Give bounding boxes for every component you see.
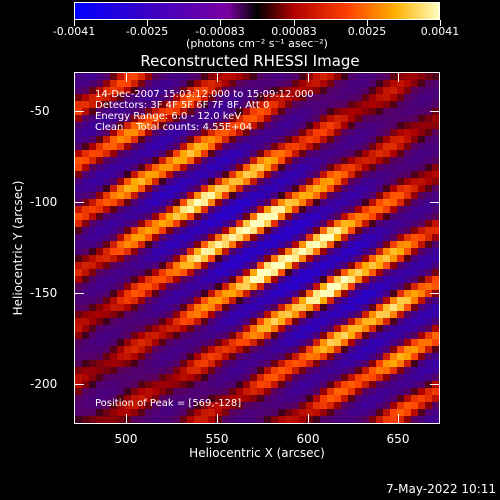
tick-mark	[430, 384, 439, 385]
timestamp: 7-May-2022 10:11	[386, 482, 496, 496]
colorbar-tick	[147, 20, 148, 26]
colorbar-units-label: (photons cm⁻² s⁻¹ asec⁻²)	[186, 37, 328, 50]
y-axis-label: Heliocentric Y (arcsec)	[11, 180, 25, 316]
rhessi-image	[75, 73, 439, 423]
tick-mark	[430, 293, 439, 294]
info-line-detectors: Detectors: 3F 4F 5F 6F 7F 8F, Att 0	[95, 100, 270, 111]
x-tick-label: 500	[114, 432, 138, 446]
tick-mark	[126, 73, 127, 82]
tick-mark	[217, 73, 218, 82]
info-line-clean: Clean Total counts: 4.55E+04	[95, 122, 253, 133]
tick-mark	[398, 414, 399, 423]
y-tick-label: -50	[30, 104, 50, 118]
tick-mark	[75, 384, 84, 385]
tick-mark	[430, 111, 439, 112]
y-tick-label: -100	[30, 195, 58, 209]
colorbar-tick-label: -0.00083	[195, 25, 245, 38]
x-tick-label: 550	[205, 432, 229, 446]
image-plot: 14-Dec-2007 15:03:12.000 to 15:09:12.000…	[74, 72, 440, 424]
colorbar-tick-label: 0.0041	[420, 25, 460, 38]
colorbar-tick	[367, 20, 368, 26]
x-tick-label: 600	[296, 432, 320, 446]
tick-mark	[308, 73, 309, 82]
colorbar-tick	[74, 20, 75, 26]
colorbar-tick	[440, 20, 441, 26]
y-tick-label: -150	[30, 286, 58, 300]
info-line-time: 14-Dec-2007 15:03:12.000 to 15:09:12.000	[95, 89, 314, 100]
plot-title: Reconstructed RHESSI Image	[140, 52, 360, 70]
tick-mark	[430, 202, 439, 203]
y-tick-label: -200	[30, 377, 58, 391]
colorbar-tick-label: 0.00083	[271, 25, 317, 38]
colorbar-tick	[220, 20, 221, 26]
colorbar-tick-label: 0.0025	[347, 25, 387, 38]
tick-mark	[217, 414, 218, 423]
tick-mark	[398, 73, 399, 82]
x-axis-label: Heliocentric X (arcsec)	[189, 446, 325, 460]
colorbar-gradient	[75, 3, 439, 19]
colorbar-tick	[294, 20, 295, 26]
tick-mark	[126, 414, 127, 423]
colorbar	[74, 2, 440, 20]
peak-position-text: Position of Peak = [569,-128]	[95, 398, 242, 409]
colorbar-tick-label: -0.0041	[52, 25, 96, 38]
info-line-energy: Energy Range: 6.0 - 12.0 keV	[95, 111, 242, 122]
tick-mark	[75, 202, 84, 203]
colorbar-tick-label: -0.0025	[125, 25, 169, 38]
tick-mark	[75, 293, 84, 294]
tick-mark	[308, 414, 309, 423]
x-tick-label: 650	[386, 432, 410, 446]
tick-mark	[75, 111, 84, 112]
